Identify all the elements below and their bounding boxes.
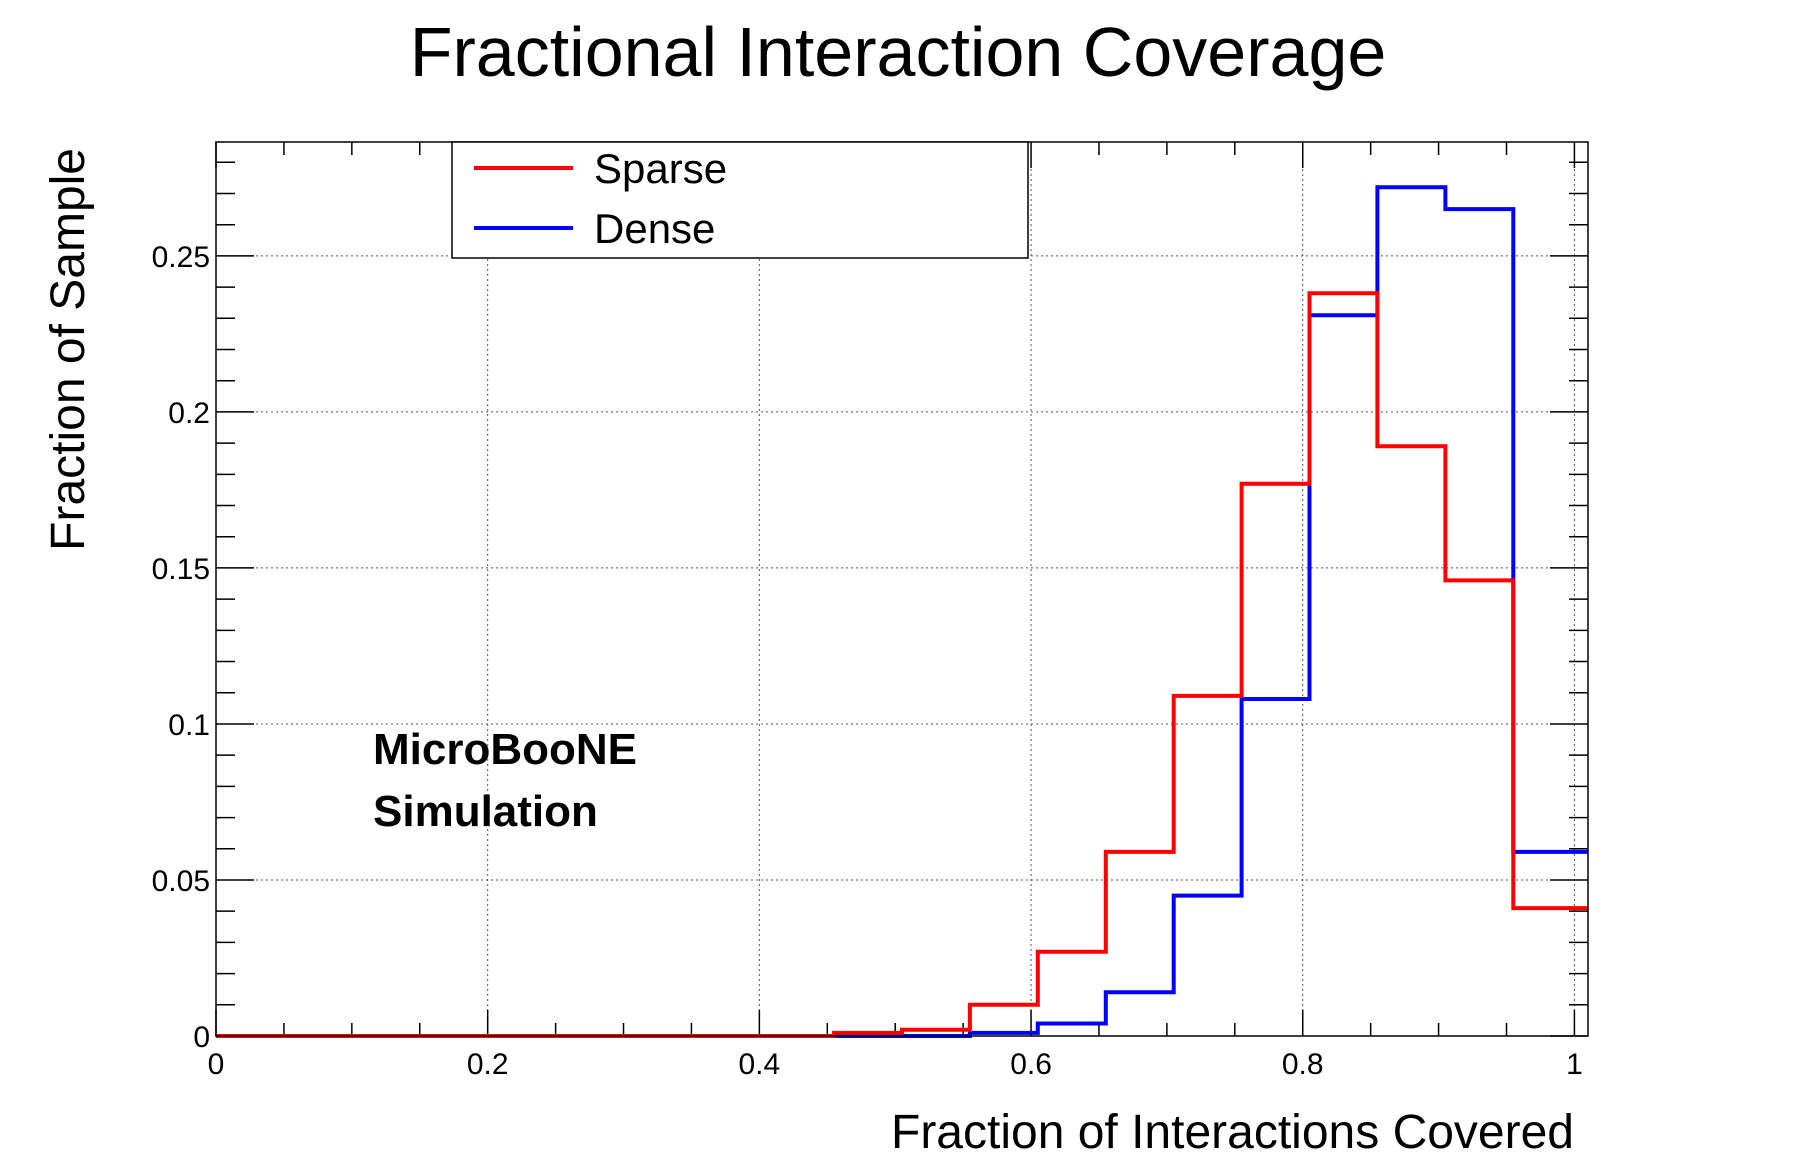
y-tick-label: 0.05 (152, 865, 210, 898)
x-tick-label: 0.6 (1010, 1048, 1052, 1081)
tick-labels: 0 0.2 0.4 0.6 0.8 1 0 0.05 0.1 0.15 0.2 0.25 (152, 241, 1583, 1081)
y-tick-label: 0.2 (168, 397, 210, 430)
y-tick-label: 0.15 (152, 553, 210, 586)
y-tick-label: 0.1 (168, 709, 210, 742)
y-tick-label: 0 (193, 1021, 210, 1054)
x-tick-label: 0.8 (1282, 1048, 1324, 1081)
chart-title: Fractional Interaction Coverage (410, 13, 1387, 91)
x-tick-label: 1 (1566, 1048, 1583, 1081)
x-axis-label: Fraction of Interactions Covered (891, 1106, 1574, 1159)
annotation-line-simulation: Simulation (373, 787, 598, 836)
legend-label-dense: Dense (594, 205, 715, 252)
legend-label-sparse: Sparse (594, 145, 727, 192)
y-tick-label: 0.25 (152, 241, 210, 274)
legend: Sparse Dense (451, 141, 1029, 259)
x-tick-label: 0.4 (739, 1048, 781, 1081)
simulation-annotation: MicroBooNE Simulation (373, 725, 637, 836)
y-axis-label: Fraction of Sample (42, 148, 95, 551)
annotation-line-experiment: MicroBooNE (373, 725, 637, 774)
x-tick-label: 0 (208, 1048, 225, 1081)
x-tick-label: 0.2 (467, 1048, 509, 1081)
legend-box (451, 141, 1029, 259)
